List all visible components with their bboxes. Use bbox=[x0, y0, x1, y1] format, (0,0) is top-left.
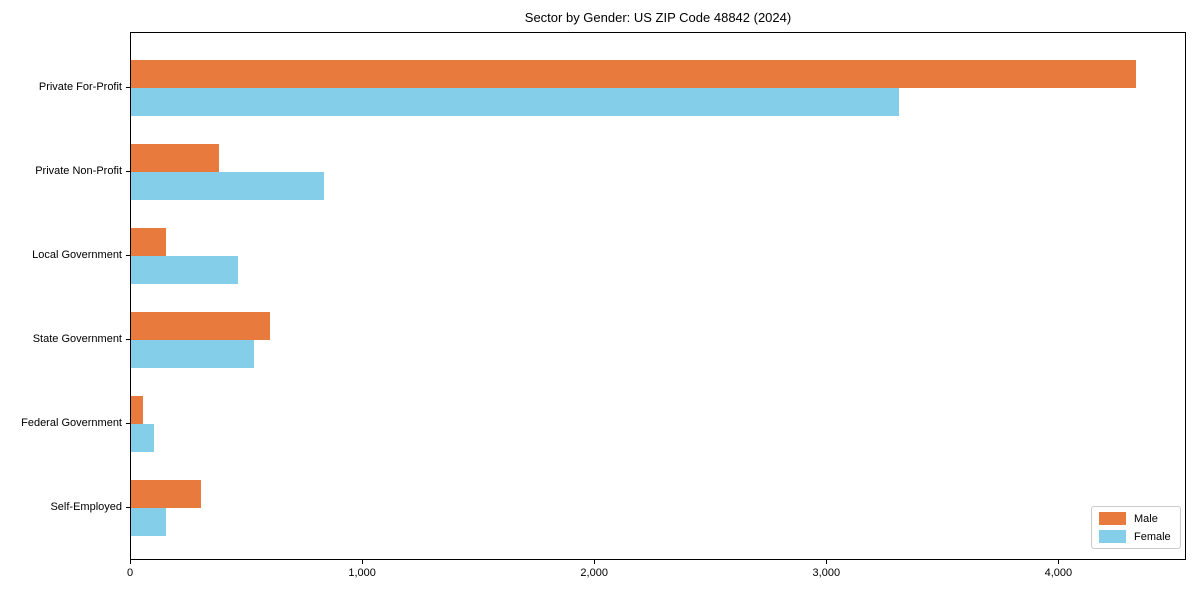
y-tick-mark bbox=[126, 339, 130, 340]
bar-female-self-employed bbox=[131, 508, 166, 536]
x-tick-mark bbox=[594, 560, 596, 564]
legend-item-female: Female bbox=[1099, 530, 1171, 543]
bar-male-local-government bbox=[131, 228, 166, 256]
legend: Male Female bbox=[1091, 506, 1181, 549]
bar-female-private-for-profit bbox=[131, 88, 900, 116]
y-tick-mark bbox=[126, 507, 130, 508]
bar-male-self-employed bbox=[131, 480, 201, 508]
plot-area bbox=[130, 32, 1186, 560]
bar-male-state-government bbox=[131, 312, 271, 340]
bar-male-federal-government bbox=[131, 396, 143, 424]
male-series-swatch-icon bbox=[1099, 512, 1126, 525]
bar-male-private-non-profit bbox=[131, 144, 220, 172]
x-tick-label-1000: 1,000 bbox=[348, 567, 376, 579]
x-tick-mark bbox=[826, 560, 828, 564]
category-label-federal-government: Federal Government bbox=[21, 417, 122, 429]
x-tick-label-4000: 4,000 bbox=[1044, 567, 1073, 579]
category-label-state-government: State Government bbox=[32, 333, 122, 345]
category-label-private-for-profit: Private For-Profit bbox=[38, 81, 122, 93]
x-tick-label-3000: 3,000 bbox=[812, 567, 841, 579]
category-label-private-non-profit: Private Non-Profit bbox=[35, 165, 122, 177]
chart-title: Sector by Gender: US ZIP Code 48842 (202… bbox=[524, 10, 792, 25]
bar-female-private-non-profit bbox=[131, 172, 324, 200]
y-tick-mark bbox=[126, 255, 130, 256]
female-series-swatch-icon bbox=[1099, 530, 1126, 543]
y-tick-mark bbox=[126, 171, 130, 172]
y-tick-mark bbox=[126, 87, 130, 88]
x-tick-mark bbox=[130, 560, 131, 564]
bar-female-state-government bbox=[131, 340, 254, 368]
bar-male-private-for-profit bbox=[131, 60, 1136, 88]
y-tick-mark bbox=[126, 423, 130, 424]
category-label-self-employed: Self-Employed bbox=[50, 501, 122, 513]
x-tick-label-0: 0 bbox=[126, 567, 134, 579]
category-label-local-government: Local Government bbox=[32, 249, 122, 261]
legend-item-male: Male bbox=[1099, 512, 1171, 525]
legend-label-male: Male bbox=[1134, 512, 1158, 525]
bar-female-federal-government bbox=[131, 424, 155, 452]
x-tick-mark bbox=[362, 560, 364, 564]
legend-label-female: Female bbox=[1134, 530, 1171, 543]
x-tick-mark bbox=[1058, 560, 1060, 564]
bar-female-local-government bbox=[131, 256, 238, 284]
x-tick-label-2000: 2,000 bbox=[580, 567, 608, 579]
